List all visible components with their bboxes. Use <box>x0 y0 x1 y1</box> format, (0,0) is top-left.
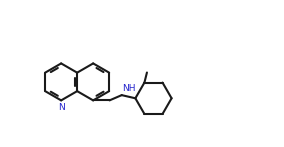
Text: N: N <box>58 103 64 112</box>
Text: NH: NH <box>123 84 136 93</box>
